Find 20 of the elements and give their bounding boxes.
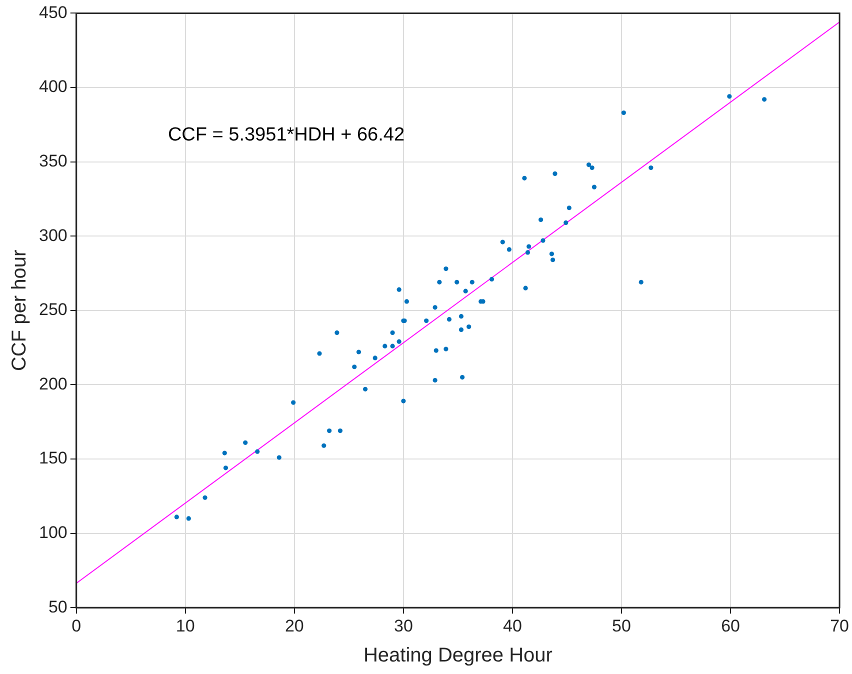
y-tick-label: 400 <box>38 77 68 96</box>
x-tick-label: 70 <box>830 616 850 636</box>
y-tick-label: 150 <box>38 448 68 468</box>
x-tick-label: 60 <box>721 616 740 636</box>
x-tick-label: 50 <box>612 616 631 636</box>
y-axis-title: CCF per hour <box>8 249 31 371</box>
y-tick-label: 100 <box>38 522 68 542</box>
x-axis-title: Heating Degree Hour <box>363 644 553 667</box>
y-tick-label: 300 <box>38 226 68 245</box>
x-tick-label: 40 <box>503 616 522 636</box>
x-tick-label: 0 <box>72 616 82 636</box>
x-tick-label: 10 <box>176 616 195 636</box>
x-tick-label: 20 <box>284 616 304 636</box>
y-tick-label: 450 <box>38 2 68 22</box>
y-tick-label: 50 <box>48 597 68 616</box>
y-tick-label: 350 <box>38 151 68 170</box>
x-tick-label: 30 <box>394 616 413 636</box>
y-tick-label: 200 <box>38 374 68 394</box>
annotation: CCF = 5.3951*HDH + 66.42 <box>168 124 405 146</box>
y-tick-label: 250 <box>38 300 68 320</box>
